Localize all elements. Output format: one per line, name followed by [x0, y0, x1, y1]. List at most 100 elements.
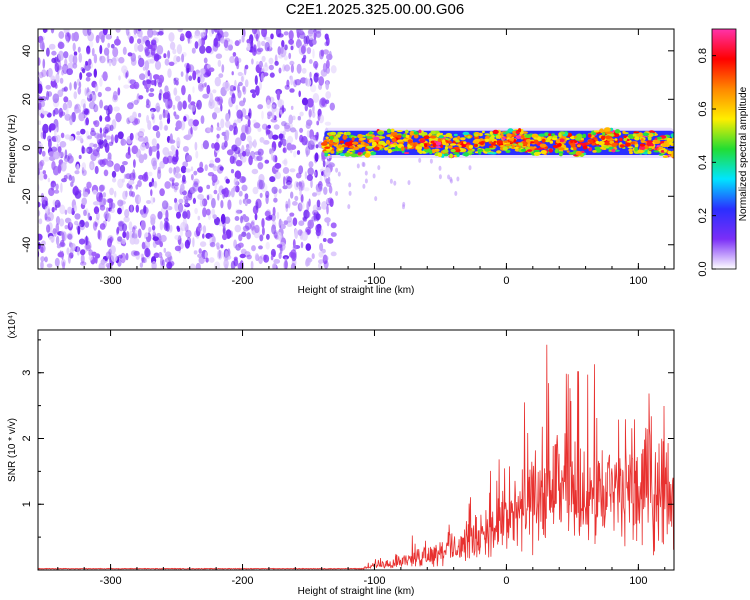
- noise-blob: [109, 245, 116, 255]
- noise-blob: [206, 184, 211, 190]
- noise-blob: [184, 134, 192, 141]
- noise-blob: [202, 140, 209, 150]
- noise-blob: [290, 191, 294, 199]
- signal-blob: [344, 152, 351, 157]
- noise-blob: [237, 262, 243, 269]
- noise-blob: [122, 190, 128, 200]
- noise-blob: [107, 104, 113, 115]
- colorbar-tick-label: 0.2: [697, 208, 709, 223]
- noise-blob: [44, 213, 48, 221]
- noise-blob: [261, 55, 266, 63]
- noise-blob: [252, 119, 257, 124]
- signal-blob: [594, 146, 601, 150]
- snr-frame: [37, 329, 675, 571]
- noise-blob: [74, 213, 81, 220]
- signal-blob: [488, 141, 493, 144]
- noise-blob: [198, 38, 202, 47]
- noise-blob: [59, 77, 64, 84]
- signal-blob: [342, 134, 347, 140]
- noise-blob: [266, 99, 271, 109]
- noise-blob: [74, 108, 82, 114]
- noise-blob: [146, 98, 150, 106]
- signal-blob: [533, 151, 541, 156]
- noise-blob: [298, 183, 303, 192]
- noise-blob: [299, 127, 304, 133]
- signal-blob: [366, 136, 373, 139]
- noise-blob: [330, 251, 337, 257]
- noise-blob: [197, 167, 204, 173]
- noise-blob: [174, 182, 180, 187]
- noise-blob: [173, 87, 178, 96]
- signal-blob: [401, 146, 405, 151]
- noise-blob: [220, 244, 224, 249]
- noise-blob: [93, 143, 98, 148]
- noise-blob: [328, 185, 333, 194]
- noise-blob: [113, 106, 120, 112]
- noise-blob: [46, 263, 53, 268]
- noise-blob: [328, 162, 335, 168]
- noise-blob: [79, 72, 83, 81]
- noise-blob: [172, 104, 176, 110]
- noise-blob: [110, 202, 116, 209]
- noise-blob: [133, 99, 139, 106]
- signal-blob: [403, 152, 410, 154]
- signal-blob: [604, 135, 612, 139]
- noise-blob: [312, 93, 320, 103]
- noise-blob: [88, 255, 93, 261]
- noise-blob: [92, 201, 100, 206]
- noise-blob: [205, 45, 212, 54]
- noise-blob: [146, 114, 150, 124]
- noise-blob: [180, 120, 186, 131]
- noise-blob: [278, 133, 285, 141]
- noise-blob: [60, 182, 63, 193]
- noise-blob: [39, 40, 45, 50]
- noise-blob: [268, 214, 273, 220]
- noise-blob: [307, 219, 315, 229]
- noise-blob: [242, 214, 247, 220]
- signal-blob: [628, 148, 633, 152]
- noise-blob: [102, 71, 108, 82]
- noise-blob: [315, 132, 319, 142]
- noise-blob: [256, 155, 263, 161]
- signal-blob: [633, 131, 640, 134]
- signal-blob: [600, 135, 606, 140]
- noise-blob: [144, 80, 148, 90]
- signal-blob: [325, 136, 329, 140]
- noise-blob: [148, 181, 153, 188]
- noise-blob: [281, 40, 285, 48]
- noise-blob: [248, 112, 251, 117]
- noise-blob: [316, 131, 319, 138]
- noise-blob: [246, 42, 251, 51]
- noise-blob: [429, 158, 433, 164]
- noise-blob: [206, 194, 210, 201]
- signal-blob: [492, 129, 499, 135]
- noise-blob: [198, 248, 202, 254]
- noise-blob: [145, 171, 148, 177]
- noise-blob: [190, 104, 196, 112]
- noise-blob: [199, 73, 205, 83]
- noise-blob: [73, 31, 79, 42]
- signal-blob: [455, 139, 460, 143]
- noise-blob: [193, 180, 199, 188]
- noise-blob: [258, 179, 265, 190]
- noise-blob: [67, 206, 73, 214]
- colorbar: [711, 28, 737, 270]
- noise-blob: [407, 180, 411, 186]
- noise-blob: [312, 48, 315, 59]
- noise-blob: [372, 173, 376, 179]
- signal-blob: [384, 147, 389, 151]
- noise-blob: [310, 178, 313, 189]
- signal-blob: [575, 150, 582, 156]
- noise-blob: [171, 156, 178, 165]
- noise-blob: [234, 79, 237, 90]
- noise-blob: [215, 53, 223, 59]
- noise-blob: [252, 186, 259, 195]
- noise-blob: [67, 62, 75, 70]
- noise-blob: [139, 73, 146, 81]
- noise-blob: [254, 253, 259, 261]
- signal-blob: [489, 131, 493, 135]
- signal-blob: [357, 144, 364, 148]
- noise-blob: [250, 260, 254, 269]
- noise-blob: [218, 249, 221, 259]
- noise-blob: [44, 256, 48, 263]
